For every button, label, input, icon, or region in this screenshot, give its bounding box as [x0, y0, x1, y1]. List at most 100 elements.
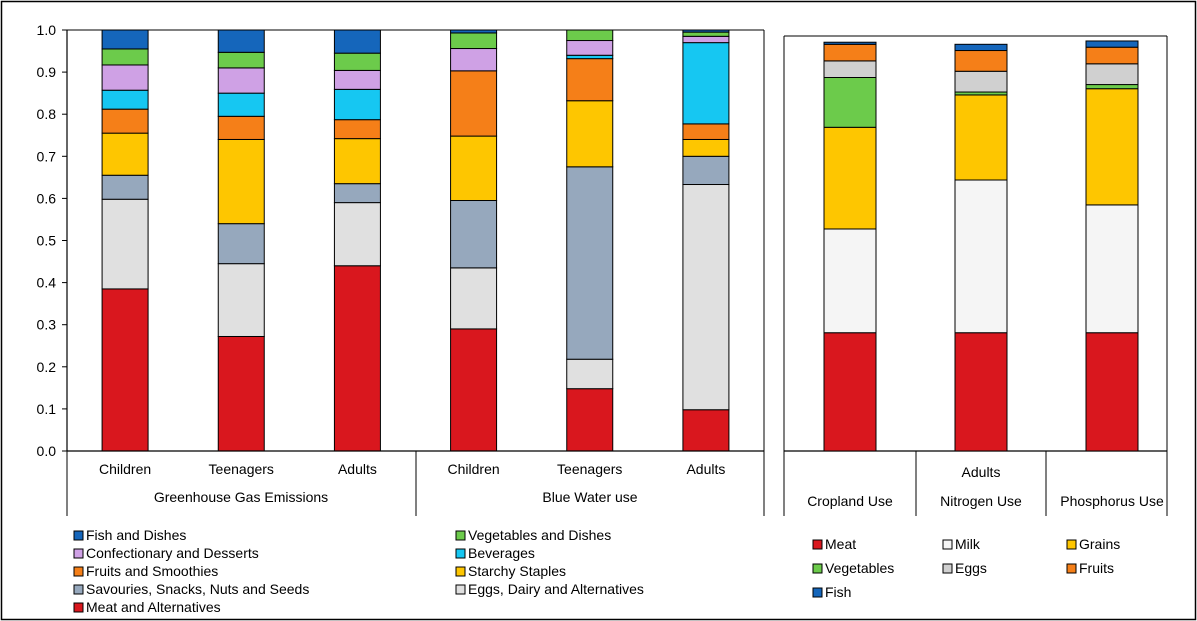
bar-segment	[333, 265, 381, 452]
bar-segment	[682, 123, 730, 140]
bar-segment	[217, 29, 265, 53]
legend-label: Vegetables	[825, 560, 894, 576]
bar-segment	[333, 202, 381, 267]
legend-item: Milk	[942, 536, 981, 552]
legend-item: Grains	[1066, 536, 1120, 552]
bar-segment	[217, 67, 265, 94]
legend-item: Beverages	[455, 545, 535, 561]
legend-swatch	[455, 584, 466, 595]
legend-swatch	[73, 566, 84, 577]
bar-segment	[101, 29, 149, 50]
y-tick-label: 0.9	[37, 64, 57, 80]
legend-item: Confectionary and Desserts	[73, 545, 259, 561]
bar-segment	[217, 138, 265, 225]
legend-label: Eggs	[955, 560, 987, 576]
y-tick-label: 0.2	[37, 359, 57, 375]
legend-label: Starchy Staples	[468, 563, 566, 579]
legend-swatch	[73, 602, 84, 613]
bar-segment	[450, 135, 498, 202]
legend-label: Fruits	[1079, 560, 1114, 576]
bar-segment	[566, 388, 614, 452]
legend-label: Confectionary and Desserts	[86, 545, 259, 561]
bar-segment	[1085, 204, 1139, 334]
bar-segment	[682, 138, 730, 157]
bar-segment	[682, 35, 730, 44]
bar-segment	[682, 42, 730, 125]
legend-item: Fruits and Smoothies	[73, 563, 218, 579]
legend-item: Meat and Alternatives	[73, 599, 221, 615]
bar-segment	[823, 60, 877, 79]
bar-segment	[954, 70, 1008, 93]
bar-segment	[823, 77, 877, 128]
bar-segment	[333, 69, 381, 90]
legend-item: Eggs	[942, 560, 987, 576]
y-tick-label: 1.0	[37, 22, 57, 38]
legend-label: Fish	[825, 584, 851, 600]
bar-segment	[333, 119, 381, 140]
left-bars	[101, 29, 730, 452]
right-group-label-adults: Adults	[962, 464, 1001, 480]
y-tick-label: 0.6	[37, 190, 57, 206]
legend-swatch	[812, 539, 823, 550]
x-category-label: Phosphorus Use	[1060, 493, 1164, 509]
left-category-labels: Children Teenagers Adults Children Teenagers…	[99, 461, 725, 477]
bar-segment	[566, 58, 614, 102]
bar-segment	[682, 31, 730, 37]
right-bars	[823, 40, 1139, 452]
bar-segment	[566, 166, 614, 360]
legend-swatch	[455, 548, 466, 559]
x-category-label: Adults	[338, 461, 377, 477]
bar-segment	[823, 41, 877, 45]
legend-swatch	[1066, 539, 1077, 550]
bar-segment	[566, 100, 614, 168]
legend-item: Fish and Dishes	[73, 527, 186, 543]
legend-label: Beverages	[468, 545, 535, 561]
bar-segment	[682, 184, 730, 411]
bar-segment	[333, 88, 381, 121]
bar-segment	[217, 263, 265, 337]
bar-segment	[450, 200, 498, 269]
legend-swatch	[455, 530, 466, 541]
bar-segment	[450, 267, 498, 330]
legend-swatch	[73, 584, 84, 595]
legend-swatch	[73, 530, 84, 541]
bar-segment	[101, 132, 149, 176]
x-category-label: Teenagers	[557, 461, 622, 477]
x-category-label: Nitrogen Use	[940, 493, 1022, 509]
y-tick-label: 0.1	[37, 401, 57, 417]
legend-item: Savouries, Snacks, Nuts and Seeds	[73, 581, 309, 597]
bar-segment	[333, 138, 381, 185]
legend-swatch	[73, 548, 84, 559]
bar-segment	[566, 358, 614, 390]
bar-segment	[450, 328, 498, 452]
bar-segment	[101, 89, 149, 110]
bar-segment	[217, 335, 265, 452]
x-category-label: Children	[448, 461, 500, 477]
legend-item: Fruits	[1066, 560, 1114, 576]
y-tick-label: 0.3	[37, 317, 57, 333]
y-tick-label: 0.0	[37, 443, 57, 459]
bar-segment	[1085, 84, 1139, 90]
legend-item: Eggs, Dairy and Alternatives	[455, 581, 644, 597]
y-tick-label: 0.5	[37, 233, 57, 249]
bar-segment	[101, 64, 149, 91]
legend-label: Vegetables and Dishes	[468, 527, 611, 543]
legend-label: Eggs, Dairy and Alternatives	[468, 581, 644, 597]
group-label-ghg: Greenhouse Gas Emissions	[154, 489, 328, 505]
y-tick-label: 0.8	[37, 106, 57, 122]
group-label-blue-water: Blue Water use	[542, 489, 637, 505]
bar-segment	[823, 126, 877, 230]
bar-segment	[1085, 63, 1139, 86]
bar-segment	[1085, 332, 1139, 452]
legend-label: Grains	[1079, 536, 1120, 552]
bar-segment	[954, 179, 1008, 334]
bar-segment	[954, 332, 1008, 452]
bar-segment	[682, 155, 730, 186]
bar-segment	[682, 409, 730, 452]
legend-swatch	[1066, 563, 1077, 574]
right-category-labels: Cropland Use Nitrogen Use Phosphorus Use	[807, 493, 1164, 509]
bar-segment	[823, 43, 877, 62]
bar-segment	[450, 70, 498, 137]
bar-segment	[954, 94, 1008, 181]
legend-swatch	[455, 566, 466, 577]
